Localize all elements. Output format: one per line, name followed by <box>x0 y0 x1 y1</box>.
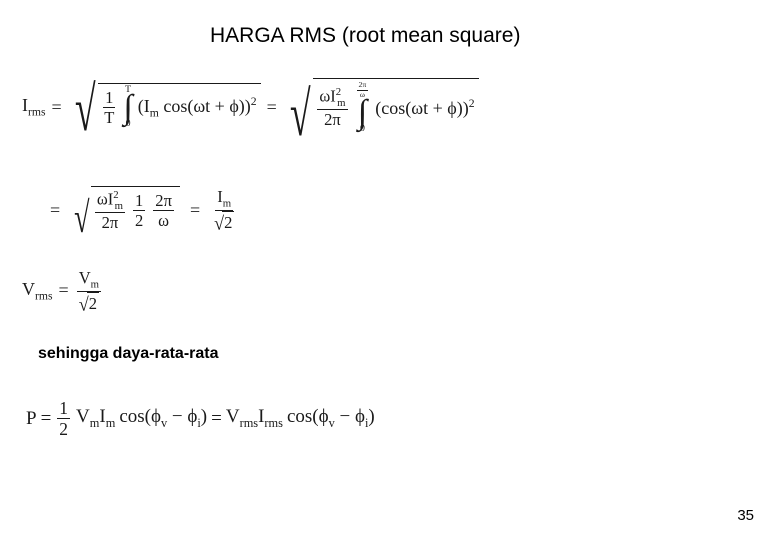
equals-6: = <box>41 408 52 430</box>
t1num: ωI2m <box>95 189 125 213</box>
int-lower-0: 0 <box>360 125 365 134</box>
page-number: 35 <box>737 507 754 524</box>
num-omegaIm2: ωI2m <box>317 86 347 110</box>
integral-0T: T ∫ 0 <box>123 86 132 129</box>
cos-part-2: (cos(ωt + ϕ)) <box>375 98 468 118</box>
subheading-daya: sehingga daya-rata-rata <box>38 345 219 363</box>
integrand-1: (Im cos(ωt + ϕ))2 <box>138 95 257 120</box>
den-T: T <box>102 108 116 127</box>
num-1b: 1 <box>57 398 70 419</box>
radical-icon: √ <box>75 87 96 131</box>
frac-Im-over-root2: Im √ 2 <box>212 187 236 233</box>
sub-rms: rms <box>28 106 46 119</box>
t1den: 2π <box>100 213 121 232</box>
frac-t1: ωI2m 2π <box>95 189 125 232</box>
equation-rms-definition: Irms = √ 1 T T ∫ 0 (Im cos(ωt + ϕ))2 = √ <box>22 78 479 136</box>
lhs-vrms: Vrms <box>22 279 53 303</box>
radical-icon: √ <box>214 213 224 232</box>
num-Vm: Vm <box>77 268 101 292</box>
minus2: − ϕ <box>335 406 365 427</box>
subm4: m <box>90 416 100 430</box>
subrms: rms <box>240 416 259 430</box>
open: (I <box>138 96 150 116</box>
frac-Vm-over-root2: Vm √ 2 <box>77 268 101 314</box>
frac-t2: 1 2 <box>133 191 145 230</box>
lhs-irms: Irms <box>22 95 46 119</box>
integral-icon: ∫ <box>123 95 132 121</box>
sqrt-body-2: ωI2m 2π 2π ω ∫ 0 (cos(ωt + ϕ))2 <box>313 78 478 136</box>
integral-icon: ∫ <box>358 100 367 126</box>
num-1: 1 <box>103 88 115 108</box>
cos1: cos(ϕ <box>119 406 161 427</box>
sub-m3: m <box>91 278 99 290</box>
radical-icon: √ <box>79 294 89 313</box>
frac-half: 1 2 <box>57 398 70 439</box>
sym-V: V <box>22 279 35 299</box>
frac-omegaIm2: ωI2m 2π <box>317 86 347 129</box>
radical-icon: √ <box>290 92 311 136</box>
integrand-2: (cos(ωt + ϕ))2 <box>375 97 474 119</box>
equals-7: = <box>211 408 222 430</box>
subm2: m <box>115 200 123 212</box>
equals-2: = <box>267 97 277 118</box>
den-root2b: √ 2 <box>77 292 101 314</box>
equals-3: = <box>50 200 60 221</box>
num-Im: Im <box>215 187 233 211</box>
sub-m: m <box>150 107 159 120</box>
den-root2: √ 2 <box>212 211 236 233</box>
term-VrmsIrms: VrmsIrms <box>226 406 283 431</box>
integral-0-2pi-omega: 2π ω ∫ 0 <box>355 81 371 134</box>
sqrt-body-1: 1 T T ∫ 0 (Im cos(ωt + ϕ))2 <box>98 83 260 131</box>
t3num: 2π <box>153 191 174 211</box>
close1: ) <box>201 406 207 427</box>
sqrt-small-2: √ 2 <box>79 292 99 313</box>
subm5: m <box>106 416 116 430</box>
t3den: ω <box>156 211 171 230</box>
Vrms: V <box>226 406 240 427</box>
minus: − ϕ <box>167 406 197 427</box>
sup-2b: 2 <box>469 97 475 110</box>
sym-P: P <box>26 408 37 430</box>
equation-rms-simplified: = √ ωI2m 2π 1 2 2π ω = Im √ <box>50 186 238 234</box>
term-VmIm: VmIm <box>76 406 115 431</box>
den-2: 2 <box>57 419 70 439</box>
frac-1overT: 1 T <box>102 88 116 127</box>
den-2pi: 2π <box>322 110 343 129</box>
equals-1: = <box>52 97 62 118</box>
subrms2: rms <box>264 416 283 430</box>
cos-term-2: cos(ϕv − ϕi) <box>287 406 375 431</box>
sup-2: 2 <box>251 95 257 108</box>
cos-term-1: cos(ϕv − ϕi) <box>119 406 207 431</box>
sqrt-block-1: √ 1 T T ∫ 0 (Im cos(ωt + ϕ))2 <box>68 83 261 131</box>
equation-vrms: Vrms = Vm √ 2 <box>22 268 103 314</box>
sqrt-block-2: √ ωI2m 2π 2π ω ∫ 0 (cos(ωt + ϕ))2 <box>283 78 479 136</box>
oIm: ωI <box>319 87 335 106</box>
Vm: V <box>76 406 90 427</box>
sub-m2: m <box>223 198 231 210</box>
close2: ) <box>368 406 374 427</box>
sqrt-block-3: √ ωI2m 2π 1 2 2π ω <box>70 186 180 234</box>
equals-4: = <box>190 200 200 221</box>
equals-5: = <box>59 280 69 301</box>
sqrt-small-1: √ 2 <box>214 211 234 232</box>
t2den: 2 <box>133 211 145 230</box>
sym-V2: V <box>79 268 91 287</box>
cos2: cos(ϕ <box>287 406 329 427</box>
int-lower: 0 <box>126 120 131 129</box>
equation-power: P = 1 2 VmIm cos(ϕv − ϕi) = VrmsIrms cos… <box>26 398 375 439</box>
subm: m <box>337 97 345 109</box>
cos-part: cos(ωt + ϕ)) <box>159 96 251 116</box>
slide-title: HARGA RMS (root mean square) <box>210 24 520 48</box>
radical-icon: √ <box>74 204 89 234</box>
sub-rms2: rms <box>35 290 53 303</box>
frac-t3: 2π ω <box>153 191 174 230</box>
t2num: 1 <box>133 191 145 211</box>
sqrt-body-3: ωI2m 2π 1 2 2π ω <box>91 186 180 234</box>
oIm2: ωI <box>97 190 113 209</box>
